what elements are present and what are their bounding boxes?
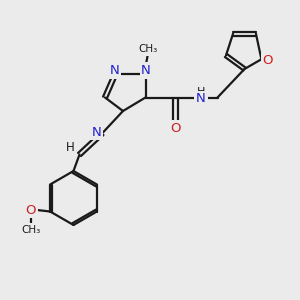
Text: N: N bbox=[110, 64, 120, 77]
Text: N: N bbox=[141, 64, 151, 77]
Text: O: O bbox=[26, 203, 36, 217]
Text: N: N bbox=[92, 125, 101, 139]
Text: O: O bbox=[263, 54, 273, 67]
Text: O: O bbox=[170, 122, 181, 135]
Text: H: H bbox=[66, 141, 75, 154]
Text: H: H bbox=[197, 87, 205, 97]
Text: CH₃: CH₃ bbox=[138, 44, 158, 54]
Text: CH₃: CH₃ bbox=[21, 225, 40, 235]
Text: N: N bbox=[196, 92, 206, 106]
